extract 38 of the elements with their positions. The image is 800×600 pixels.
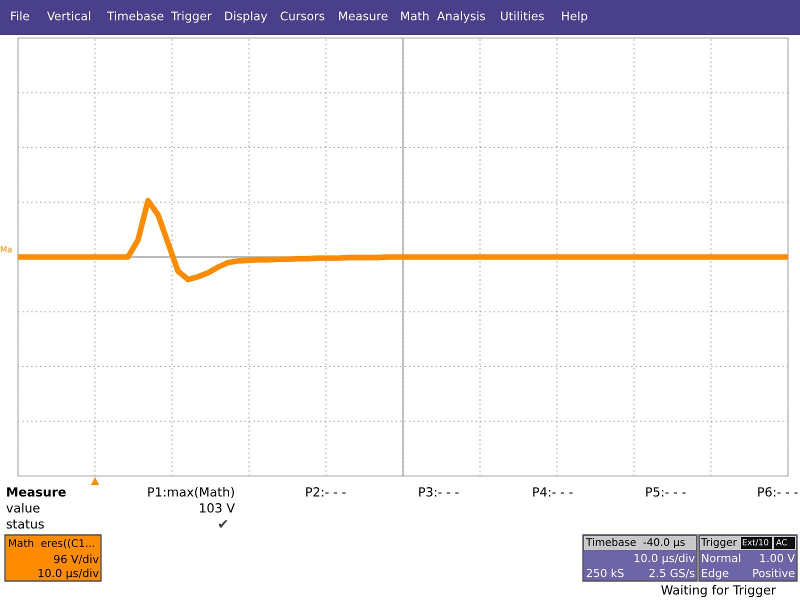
text: Positive [753, 568, 794, 578]
text: P3:- - - [419, 487, 459, 497]
text: Math [401, 11, 429, 20]
text: AC [776, 539, 787, 546]
text: 250 kS [586, 568, 624, 578]
text: Timebase [106, 11, 164, 20]
text: Measure [7, 487, 66, 497]
text: ✔ [218, 520, 228, 528]
text: Analysis [437, 11, 486, 23]
text: 103 V [200, 503, 235, 513]
text: 10.0 µs/div [38, 568, 99, 580]
text: Help [562, 11, 588, 23]
text: Trigger [700, 538, 737, 548]
text: Normal [702, 554, 740, 562]
text: Timebase -40.0 µs [586, 538, 685, 548]
text: 96 V/div [54, 554, 99, 564]
text: Vertical [47, 11, 90, 20]
text: File [11, 11, 30, 20]
text: value [6, 502, 40, 513]
text: P5:- - - [646, 487, 686, 497]
text: Ext/10 [742, 539, 768, 546]
text: Display [225, 11, 268, 23]
text: 2.5 GS/s [649, 568, 694, 578]
text: status [6, 520, 44, 529]
text: Measure [339, 12, 388, 20]
text: Math eres((C1... [9, 538, 94, 548]
text: P2:- - - [306, 487, 346, 496]
text: 10.0 µs/div [634, 554, 695, 564]
text: Utilities [501, 11, 544, 20]
text: P6:- - - [758, 487, 798, 497]
text: P4:- - - [533, 487, 573, 496]
text: Ma [0, 246, 12, 252]
text: Cursors [280, 11, 324, 20]
text: Waiting for Trigger [661, 584, 776, 598]
text: Trigger [170, 11, 212, 23]
text: 1.00 V [760, 554, 795, 562]
text: P1:max(Math) [148, 486, 234, 498]
text: Edge [702, 568, 728, 580]
